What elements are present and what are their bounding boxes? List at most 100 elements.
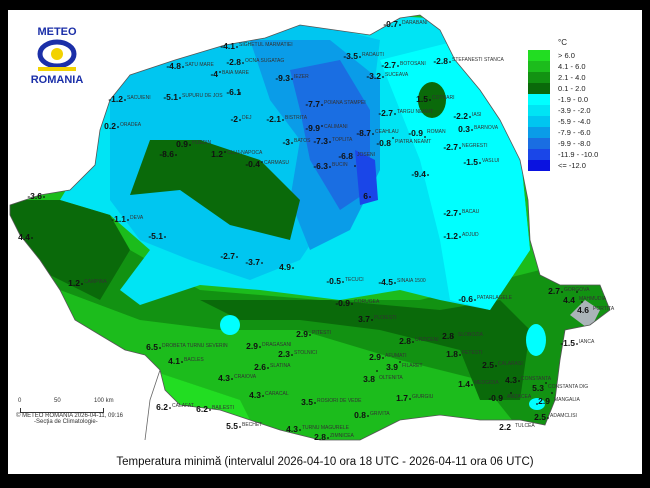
- station-value: 2.9: [296, 329, 308, 339]
- logo-emblem-icon: [37, 39, 77, 71]
- station-value: 2.8: [314, 432, 326, 442]
- station-marker: 1.2 CLUJ-NAPOCA: [211, 149, 263, 159]
- station-label: 2.9 PITESTI: [296, 329, 331, 339]
- section-label: -Secţia de Climatologie-: [34, 419, 98, 425]
- station-marker: 3.8 OLTENITA: [363, 370, 403, 384]
- station-dot: [239, 119, 241, 121]
- station-marker: -5.1: [148, 231, 166, 241]
- station-marker: -7.7 POIANA STAMPEI: [305, 99, 365, 109]
- station-label: 2.6 SLATINA: [254, 362, 291, 372]
- legend-label: -9.9 - -8.0: [558, 139, 591, 148]
- station-marker: -2.8 STEFANESTI STANCA: [433, 56, 504, 66]
- station-marker: 3.5 ROSIORI DE VEDE: [301, 397, 362, 407]
- station-name: GIURGIU: [412, 394, 434, 400]
- station-marker: 2.3 STOLNICI: [278, 349, 317, 359]
- legend-item: 2.1 - 4.0: [528, 72, 598, 83]
- station-dot: [576, 343, 578, 345]
- station-label: -5.1 SUPURU DE JOS: [163, 92, 223, 102]
- station-label: 6: [363, 191, 368, 201]
- station-label: -0.5 TECUCI: [326, 276, 363, 286]
- station-label: -2.1 BISTRITA: [266, 114, 307, 124]
- station-label: 4.4 MAHMUDIA: [563, 295, 607, 305]
- station-dot: [181, 361, 183, 363]
- station-name: URZICENI: [415, 337, 439, 343]
- station-value: -6.1: [226, 87, 241, 97]
- station-value: 1.8: [446, 349, 458, 359]
- station-marker: 4.3 CRAIOVA: [218, 373, 257, 383]
- station-name: CALAFAT: [172, 403, 194, 409]
- station-dot: [581, 301, 583, 303]
- station-marker: -5.1 SUPURU DE JOS: [163, 92, 223, 102]
- station-dot: [382, 76, 384, 78]
- station-value: -1.2: [108, 94, 123, 104]
- station-label: 4.4: [18, 232, 30, 242]
- station-marker: 2.7 GORGOVA: [548, 286, 590, 296]
- station-label: -0.8 PIATRA NEAMT: [376, 138, 431, 148]
- station-label: -4.5 SINAIA 1500: [378, 277, 426, 287]
- station-label: -7.3 TOPLITA: [313, 136, 353, 146]
- station-value: 5.5: [226, 421, 238, 431]
- station-label: -9.9 CALIMANI: [305, 123, 347, 133]
- station-value: -2: [230, 114, 238, 124]
- station-label: 5.5 BECHET: [226, 421, 262, 431]
- station-marker: -0.9 AMZACEA: [488, 392, 532, 403]
- station-marker: -2.7: [220, 251, 238, 261]
- station-value: 6: [363, 191, 368, 201]
- station-dot: [261, 262, 263, 264]
- station-marker: -6.8 JOSENI: [338, 151, 375, 167]
- station-dot: [262, 395, 264, 397]
- station-value: 2.9: [369, 352, 381, 362]
- station-name: TECUCI: [345, 277, 364, 283]
- station-marker: 6.5 DROBETA TURNU SEVERIN: [146, 342, 228, 352]
- station-name: CRAIOVA: [234, 374, 257, 380]
- station-marker: -0.5 TECUCI: [326, 276, 363, 286]
- station-value: -2.7: [443, 208, 458, 218]
- station-label: 4.3 CONSTANTA: [505, 375, 552, 385]
- station-name: GORGOVA: [564, 287, 590, 293]
- station-marker: -4.5 SINAIA 1500: [378, 277, 426, 287]
- station-dot: [424, 136, 426, 138]
- station-marker: 2.9 MANGALIA: [538, 392, 581, 406]
- station-name: BECHET: [242, 422, 262, 428]
- station-name: SUPURU DE JOS: [182, 93, 223, 99]
- station-label: 5.3 CONSTANTA DIG: [532, 383, 588, 393]
- station-name: DARABANI: [402, 20, 428, 26]
- station-dot: [179, 97, 181, 99]
- station-value: 2.6: [254, 362, 266, 372]
- station-dot: [392, 137, 394, 139]
- station-value: -2.8: [226, 57, 241, 67]
- station-label: 3.5 ROSIORI DE VEDE: [301, 397, 362, 407]
- station-dot: [329, 141, 331, 143]
- station-marker: 3.7 PLOIESTI: [358, 314, 396, 324]
- station-value: 3.8: [363, 374, 375, 384]
- station-value: 4.3: [505, 375, 517, 385]
- station-name: ZIMNICEA: [330, 433, 355, 439]
- station-label: 1.8 FETESTI: [446, 349, 482, 359]
- station-marker: -3.6: [27, 191, 45, 201]
- station-marker: -0.8 PIATRA NEAMT: [376, 137, 431, 148]
- legend-label: <= -12.0: [558, 161, 586, 170]
- station-value: -7.3: [313, 136, 328, 146]
- station-marker: 1.8 FETESTI: [446, 349, 482, 359]
- station-label: -1.1 DEVA: [111, 214, 144, 224]
- station-marker: -6.1: [226, 87, 241, 97]
- legend-swatch: [528, 72, 550, 83]
- station-value: -5.1: [148, 231, 163, 241]
- station-name: PORTITA: [593, 306, 615, 312]
- legend-label: 2.1 - 4.0: [558, 73, 586, 82]
- station-value: 6.2: [196, 404, 208, 414]
- station-marker: 1.7 GIURGIU: [396, 393, 434, 403]
- station-value: -6.8: [338, 151, 353, 161]
- station-name: BAIA MARE: [222, 70, 250, 76]
- station-value: 2.2: [499, 422, 511, 432]
- station-name: BACAU: [462, 209, 480, 215]
- station-name: NEGRESTI: [462, 143, 488, 149]
- legend-swatch: [528, 83, 550, 94]
- station-label: 4.6 PORTITA: [577, 305, 615, 315]
- station-name: DRAGASANI: [262, 342, 291, 348]
- station-label: -3.2 SUCEAVA: [366, 71, 408, 81]
- station-dot: [117, 126, 119, 128]
- station-name: ROMAN: [427, 129, 446, 135]
- station-value: -2.2: [453, 111, 468, 121]
- station-name: SINAIA 1500: [397, 278, 426, 284]
